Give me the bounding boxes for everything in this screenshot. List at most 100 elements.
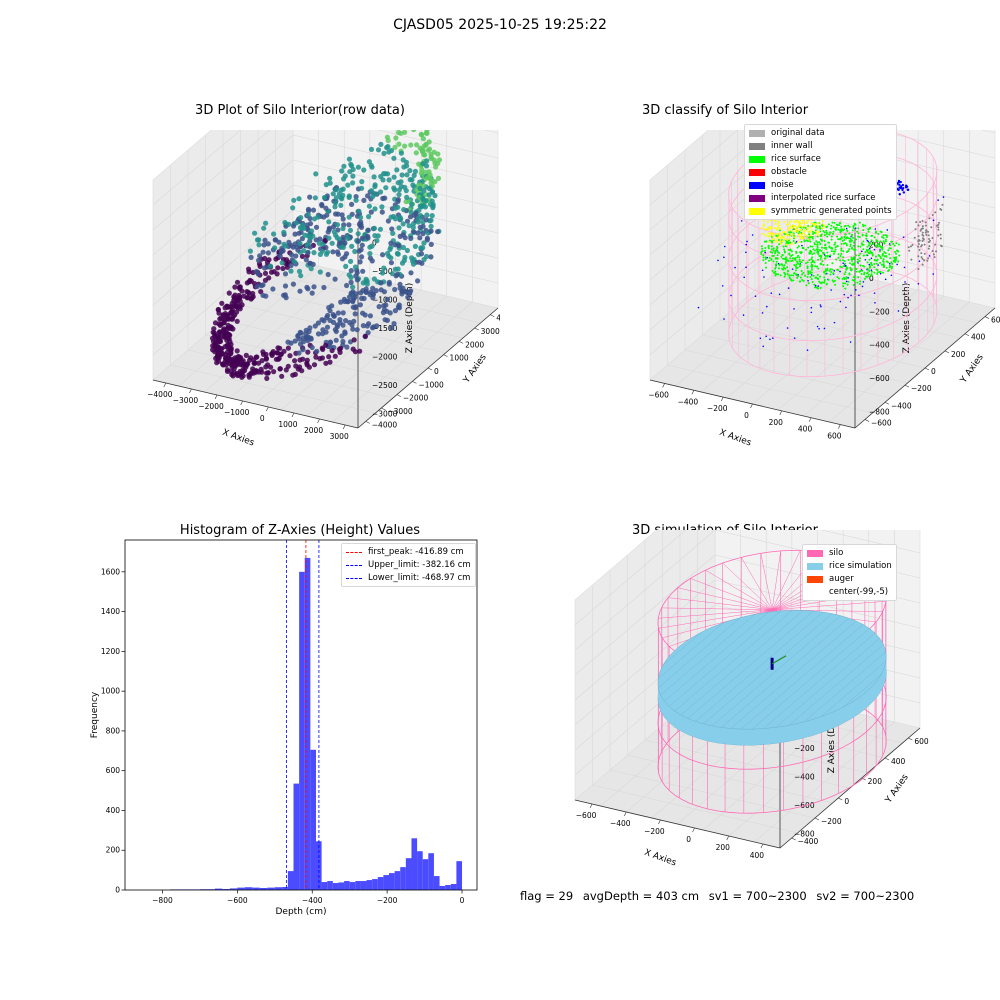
data-point (348, 258, 354, 264)
rice-surface-point (795, 263, 798, 266)
data-point (353, 291, 359, 297)
rice-surface-point (788, 277, 791, 280)
rice-surface-point (866, 271, 869, 274)
rice-surface-point (793, 272, 796, 275)
y-tick-label: 0 (931, 367, 936, 376)
rice-surface-point (853, 275, 856, 278)
y-tick-label: −400 (798, 837, 819, 846)
data-point (297, 341, 304, 347)
rice-surface-point (882, 271, 885, 274)
rice-surface-point (784, 258, 787, 261)
data-point (398, 150, 404, 156)
noise-cluster-point (898, 183, 901, 187)
symmetric-point (803, 221, 806, 224)
x-tick-mark (658, 819, 661, 825)
plot-frame (124, 539, 478, 891)
data-point (288, 262, 294, 269)
noise-point (886, 229, 889, 231)
symmetric-point (763, 228, 766, 231)
rice-surface-point (845, 237, 848, 240)
data-point (350, 299, 356, 305)
inner-wall-point (924, 221, 927, 224)
symmetric-point (805, 222, 808, 225)
data-point (415, 230, 421, 236)
noise-point (795, 241, 798, 243)
data-point (295, 247, 301, 253)
histogram-bar (304, 557, 311, 890)
rice-surface-point (851, 259, 854, 262)
data-point (408, 235, 414, 241)
rice-surface-point (800, 251, 803, 254)
panel2-points (697, 130, 945, 378)
inner-wall-point (928, 237, 931, 240)
y-axis-label: Frequency (90, 691, 100, 738)
rice-surface-point (809, 240, 812, 243)
rice-surface-point (895, 252, 898, 255)
rice-surface-point (885, 234, 888, 237)
rice-surface-point (837, 269, 840, 272)
data-point (383, 185, 389, 191)
legend-line-sample (346, 552, 362, 553)
z-tick-label: −1500 (372, 324, 398, 333)
noise-point (897, 310, 900, 312)
rice-surface-point (865, 233, 868, 236)
mesh-line (669, 610, 781, 707)
data-point (305, 286, 311, 292)
noise-cluster-point (898, 193, 901, 196)
symmetric-point (781, 240, 784, 243)
rice-surface-point (792, 274, 795, 277)
symmetric-point (818, 231, 821, 234)
data-point (313, 237, 319, 243)
data-point (349, 243, 355, 249)
rice-surface-point (857, 235, 860, 238)
rice-surface-point (844, 287, 847, 290)
rice-surface-point (864, 251, 867, 254)
rice-surface-point (786, 270, 789, 273)
rice-surface-point (840, 242, 843, 245)
mesh-line (687, 610, 814, 719)
panel1-3d-scatter: −4000−3000−2000−10000100020003000−4000−3… (147, 130, 500, 449)
data-point (396, 192, 402, 198)
data-point (349, 201, 355, 207)
rice-surface-point (822, 263, 825, 266)
data-point (400, 244, 406, 251)
noise-point (918, 260, 921, 263)
data-point (221, 331, 227, 337)
rice-surface-point (848, 272, 851, 275)
rice-surface-point (857, 245, 860, 248)
data-point (321, 284, 327, 291)
rice-surface-point (842, 282, 845, 285)
data-point (244, 295, 250, 301)
data-point (340, 244, 346, 250)
inner-wall-point (921, 257, 924, 260)
y-tick-label: 1200 (101, 647, 120, 656)
noise-point (793, 337, 796, 339)
data-point (388, 147, 395, 154)
noise-point (745, 251, 747, 254)
data-point (380, 310, 386, 316)
noise-point (816, 325, 819, 328)
y-tick-mark (861, 777, 866, 781)
rice-surface-point (841, 259, 844, 262)
inner-wall-point (937, 226, 940, 229)
data-point (262, 270, 269, 276)
x-tick-label: −400 (610, 819, 631, 828)
data-point (224, 326, 230, 332)
silo-roof-spoke (658, 609, 773, 629)
y-tick-mark (814, 817, 820, 821)
data-point (346, 156, 352, 162)
rice-surface-point (883, 250, 886, 253)
rice-surface-point (858, 257, 861, 260)
data-point (231, 369, 237, 375)
rice-surface-point (824, 246, 827, 249)
rice-surface-point (798, 280, 801, 283)
rice-surface-point (845, 276, 848, 279)
data-point (307, 194, 313, 200)
data-point (231, 295, 238, 301)
data-point (321, 194, 328, 201)
data-point (357, 348, 363, 354)
data-point (288, 252, 295, 258)
rice-surface-point (832, 226, 835, 229)
legend-item: center(-99,-5) (807, 586, 892, 599)
data-point (224, 356, 230, 362)
